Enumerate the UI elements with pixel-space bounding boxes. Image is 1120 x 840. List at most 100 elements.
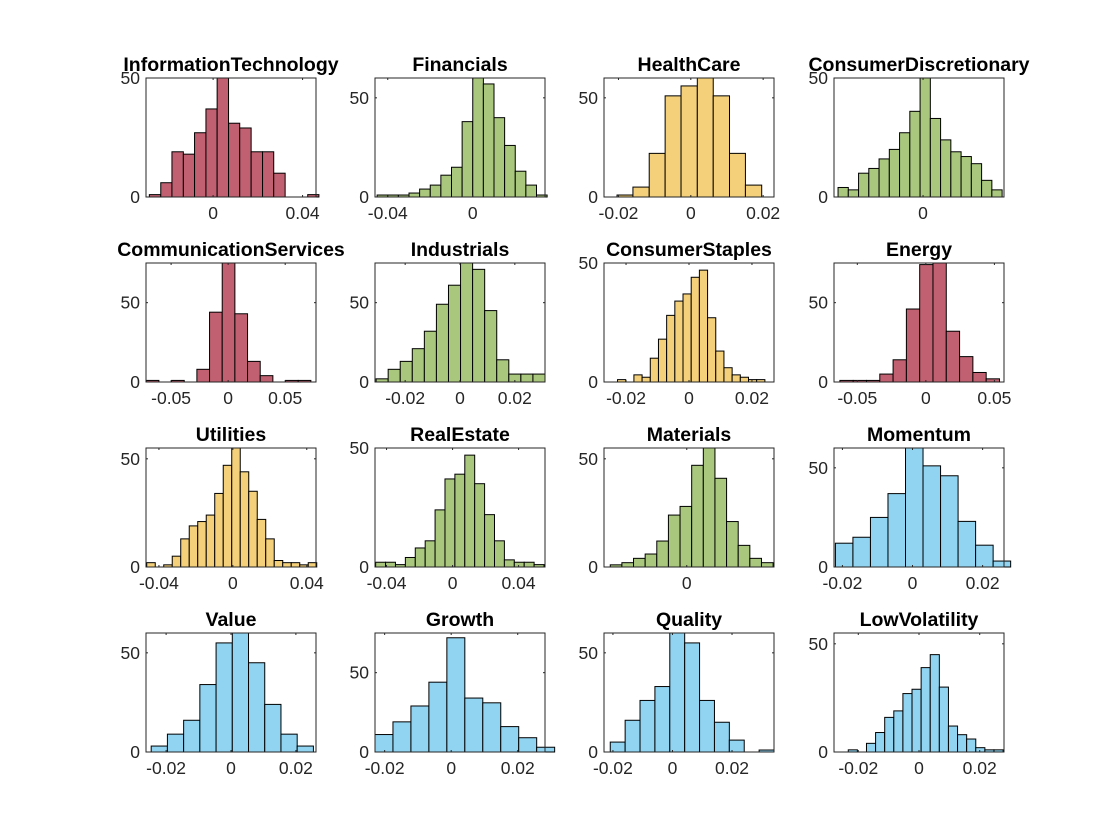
histogram-bar xyxy=(262,151,275,198)
histogram-panel-lowvolatility: -0.02 0 0.02 0 50 LowVolatility xyxy=(809,609,1005,778)
x-tick-label: 0.05 xyxy=(977,388,1011,408)
panel-title: ConsumerDiscretionary xyxy=(808,54,1029,76)
histogram-bar xyxy=(919,77,931,198)
y-tick-label: 50 xyxy=(809,634,829,654)
histogram-bar xyxy=(712,95,731,198)
panel-title: Materials xyxy=(647,424,732,446)
histogram-bar xyxy=(160,182,173,198)
x-tick-label: -0.02 xyxy=(838,758,878,778)
y-tick-label: 0 xyxy=(130,187,140,207)
histogram-bar xyxy=(264,703,282,753)
histogram-bar xyxy=(216,77,230,198)
axes-box xyxy=(145,447,317,568)
y-tick-label: 50 xyxy=(121,68,141,88)
histogram-bar xyxy=(940,139,952,198)
histogram-bar xyxy=(504,144,516,198)
histogram-bar xyxy=(723,367,733,383)
x-tick-label: -0.05 xyxy=(837,388,877,408)
histogram-bar xyxy=(503,559,515,568)
y-tick-label: 50 xyxy=(350,438,370,458)
histogram-bar xyxy=(729,152,746,198)
histogram-bar xyxy=(239,471,250,568)
y-tick-label: 0 xyxy=(818,372,828,392)
panel-title: Financials xyxy=(412,54,508,76)
y-tick-label: 50 xyxy=(809,293,829,313)
histogram-bar xyxy=(472,268,486,383)
x-tick-label: 0 xyxy=(448,573,458,593)
histogram-bar xyxy=(947,725,959,753)
histogram-bar xyxy=(929,117,942,198)
histogram-bar xyxy=(282,562,292,568)
histogram-bar xyxy=(737,544,751,568)
histogram-bar xyxy=(460,262,474,383)
histogram-bar xyxy=(624,719,641,753)
histogram-bar xyxy=(273,172,286,198)
histogram-panel-energy: -0.05 0 0.05 0 50 Energy xyxy=(809,239,1012,408)
histogram-bar xyxy=(696,77,714,198)
axes-box xyxy=(603,447,775,568)
histogram-bar xyxy=(760,562,774,568)
histogram-bar xyxy=(188,525,199,568)
histogram-bar xyxy=(975,747,986,753)
axes-box xyxy=(603,77,775,198)
histogram-bar xyxy=(429,184,442,198)
histogram-bar xyxy=(633,557,646,568)
y-tick-label: 50 xyxy=(121,643,141,663)
x-tick-label: -0.04 xyxy=(368,203,408,223)
x-tick-label: 0 xyxy=(914,758,924,778)
histogram-bar xyxy=(150,745,168,753)
panel-title: Utilities xyxy=(196,424,267,446)
histogram-bar xyxy=(852,536,871,568)
histogram-bar xyxy=(482,702,502,753)
histogram-bar xyxy=(464,454,476,568)
x-tick-label: -0.02 xyxy=(365,758,405,778)
y-tick-label: 0 xyxy=(818,742,828,762)
histogram-bar xyxy=(447,284,462,383)
histogram-bar xyxy=(932,262,947,383)
y-tick-label: 50 xyxy=(350,293,370,313)
histogram-bar xyxy=(513,561,525,568)
histogram-bar xyxy=(222,464,233,568)
histogram-bar xyxy=(214,492,224,568)
histogram-bar xyxy=(959,356,974,383)
histogram-bar xyxy=(878,158,890,198)
histogram-bar xyxy=(644,553,658,568)
histogram-bar xyxy=(837,186,849,198)
y-tick-label: 0 xyxy=(130,742,140,762)
histogram-bar xyxy=(408,192,421,198)
histogram-bar xyxy=(691,464,704,568)
histogram-bar xyxy=(674,300,684,383)
panel-title: ConsumerStaples xyxy=(606,239,772,261)
histogram-bar xyxy=(905,308,921,383)
histogram-bar xyxy=(707,317,717,383)
histogram-bar xyxy=(975,544,994,568)
y-tick-label: 0 xyxy=(359,742,369,762)
panel-title: Quality xyxy=(656,609,722,631)
x-tick-label: 0 xyxy=(228,573,238,593)
x-tick-label: 0.02 xyxy=(746,203,780,223)
histogram-bar xyxy=(699,699,715,753)
histogram-bar xyxy=(375,561,387,568)
histogram-bar xyxy=(514,170,527,198)
histogram-bar xyxy=(669,632,686,753)
histogram-bar xyxy=(648,152,666,198)
y-tick-label: 0 xyxy=(130,372,140,392)
histogram-bar xyxy=(957,734,968,753)
histogram-bar xyxy=(739,376,750,383)
histogram-bar xyxy=(307,562,318,568)
histogram-bar xyxy=(280,733,298,753)
histogram-bar xyxy=(259,375,274,383)
y-tick-label: 0 xyxy=(588,372,598,392)
axes-box xyxy=(603,632,775,753)
histogram-panel-consumerstaples: -0.02 0 0.02 0 50 ConsumerStaples xyxy=(579,239,775,408)
histogram-bar xyxy=(957,520,977,568)
histogram-bar xyxy=(484,514,495,568)
x-tick-label: -0.04 xyxy=(367,573,407,593)
histogram-bar xyxy=(411,348,425,383)
histogram-bar xyxy=(464,697,484,753)
x-tick-label: 0.02 xyxy=(279,758,313,778)
histogram-bar xyxy=(171,555,182,568)
histogram-bar xyxy=(404,556,416,568)
